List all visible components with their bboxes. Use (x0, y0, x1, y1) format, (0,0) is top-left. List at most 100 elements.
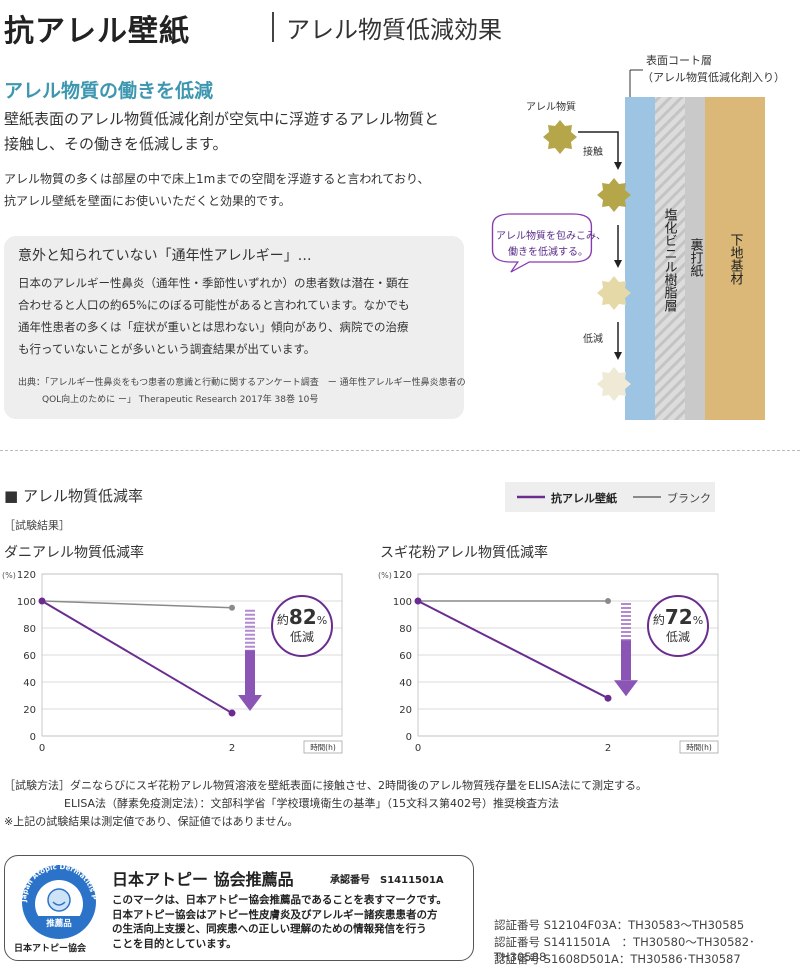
association-name: 日本アトピー協会 (14, 944, 87, 954)
y-tick-label: 20 (399, 705, 412, 716)
badge-line: このマークは、日本アトピー協会推薦品であることを表すマークです。 (112, 894, 447, 906)
data-point-product (414, 597, 422, 605)
y-tick-label: 80 (23, 624, 36, 635)
x-unit-label: 時間(h) (686, 743, 712, 752)
backing-layer (685, 97, 705, 420)
series-line-blank (41, 600, 233, 609)
backing-layer-label: 裏打紙 (688, 238, 704, 278)
x-tick-label: 0 (415, 743, 421, 754)
approval-number: 承認番号 S1411501A (330, 875, 444, 886)
reduction-arrow-head (614, 680, 638, 697)
method-note-elisa: ELISA法（酵素免疫測定法）：文部科学省「学校環境衛生の基準」（15文科ス第4… (64, 797, 560, 810)
info-box-title: 意外と知られていない「通年性アレルギー」… (18, 248, 312, 264)
badge-line: ことを目的としています。 (112, 937, 237, 950)
source-line: QOL向上のために ー」 Therapeutic Research 2017年 … (42, 395, 319, 405)
page-subtitle: アレル物質低減効果 (286, 16, 502, 44)
cert-number: 認証番号 S1411501A ：TH30580〜TH30582･TH30588 (494, 935, 755, 964)
lead-line: 壁紙表面のアレル物質低減化剤が空気中に浮遊するアレル物質と (4, 110, 440, 128)
reduction-arrow-head (238, 695, 262, 712)
coat-layer (625, 97, 655, 420)
seal-ribbon (34, 916, 84, 929)
y-tick-label: 120 (393, 570, 412, 581)
y-unit-label: (%) (378, 571, 392, 580)
reduction-caption: 低減 (666, 629, 690, 644)
method-note: ［試験方法］ダニならびにスギ花粉アレル物質溶液を壁紙表面に接触させ、2時間後のア… (4, 779, 648, 792)
x-tick-label: 0 (39, 743, 45, 754)
chart-cedar: 0 20 40 60 80 100 120(%) 0 2 時間(h) 約72%低減 (378, 570, 719, 754)
info-box-body: 日本のアレルギー性鼻炎（通年性・季節性いずれか）の患者数は潜在・顕在 合わせると… (18, 272, 458, 360)
disclaimer-note: ※上記の試験結果は測定値であり、保証値ではありません。 (4, 815, 299, 828)
y-tick-label: 100 (17, 597, 36, 608)
reduction-badge (647, 595, 709, 657)
legend-label-product: 抗アレル壁紙 (551, 492, 617, 505)
x-unit-label: 時間(h) (310, 743, 336, 752)
vinyl-layer-label: 塩化ビニル樹脂層 (662, 208, 678, 313)
wallpaper-layer-diagram: 表面コート層 （アレル物質低減化剤入り） 塩化ビニル樹脂層 裏打紙 下地基材 ア… (491, 53, 785, 420)
cert-number: 認証番号 S12104F03A：TH30583〜TH30585 (494, 918, 745, 932)
chart-title: ダニアレル物質低減率 (4, 545, 144, 561)
base-layer-label: 下地基材 (728, 233, 744, 285)
reduction-arrow-stripe (245, 621, 255, 624)
contact-label: 接触 (583, 145, 603, 158)
reduction-arrow-stripe (245, 641, 255, 644)
recommendation-title: 日本アトピー 協会推薦品 (112, 870, 294, 889)
seal-ribbon-text: 推薦品 (46, 918, 72, 929)
allergen-particle-2 (597, 178, 631, 212)
plot-frame (417, 573, 719, 737)
y-unit-label: (%) (2, 571, 16, 580)
speech-bubble (491, 213, 593, 273)
reduction-arrow-stripe (621, 611, 631, 613)
bubble-line: アレル物質を包みこみ、 (496, 229, 606, 242)
test-results-label: ［試験結果］ (4, 519, 70, 532)
lead-line: 接触し、その働きを低減します。 (4, 135, 228, 153)
cert-number: 認証番号 S1608D501A：TH30586･TH30587 (494, 952, 741, 966)
info-box (4, 236, 464, 419)
reduction-arrow-stripe (245, 613, 255, 616)
allergen-particle-4 (597, 367, 631, 401)
chart-title: スギ花粉アレル物質低減率 (380, 545, 548, 561)
reduction-arrow-stripe (245, 609, 255, 612)
chart-mite: 0 20 40 60 80 100 120(%) 0 2 時間(h) 約82%低減 (2, 570, 343, 754)
y-tick-label: 40 (399, 678, 412, 689)
legend-label-blank: ブランク (667, 492, 711, 505)
reduction-arrow-shaft (245, 650, 255, 696)
chart-section-heading: ■ アレル物質低減率 (4, 487, 143, 505)
series-line-product (417, 600, 609, 700)
bubble-line: 働きを低減する。 (508, 245, 588, 258)
info-line: 通年性患者の多くは「症状が重いとは思わない」傾向があり、病院での治療 (18, 320, 409, 334)
data-point-blank (605, 598, 611, 604)
smile-face-icon (47, 888, 71, 912)
y-tick-label: 0 (30, 732, 36, 743)
info-line: 合わせると人口の約65%にのぼる可能性があると言われています。なかでも (18, 298, 410, 312)
reduction-arrow-stripe (621, 607, 631, 609)
contact-arrow (578, 131, 619, 162)
x-tick-label: 2 (229, 743, 235, 754)
reduction-arrow-stripe (621, 603, 631, 605)
plot-frame (41, 573, 343, 737)
reduction-arrow-stripe (245, 629, 255, 632)
badge-line: 日本アトピー協会はアトピー性皮膚炎及びアレルギー諸疾患患者の方 (112, 908, 438, 921)
reduce-label: 低減 (583, 332, 603, 345)
page-title: 抗アレル壁紙 (4, 14, 190, 49)
atopy-association-seal: Japan Atopic Dermatitis Patients Associa… (16, 860, 98, 939)
x-unit-box (303, 740, 343, 754)
y-tick-label: 20 (23, 705, 36, 716)
reduction-arrow-stripe (621, 615, 631, 617)
reduction-value-label: 約82% (277, 605, 327, 629)
coat-layer-label: 表面コート層 (646, 53, 712, 67)
x-tick-label: 2 (605, 743, 611, 754)
source-line: 出典：「アレルギー性鼻炎をもつ患者の意識と行動に関するアンケート調査 ー 通年性… (18, 378, 466, 388)
section-heading: アレル物質の働きを低減 (4, 80, 214, 102)
y-tick-label: 60 (23, 651, 36, 662)
data-point-product (604, 694, 612, 702)
title-divider (272, 12, 274, 42)
lead-text: 壁紙表面のアレル物質低減化剤が空気中に浮遊するアレル物質と 接触し、その働きを低… (4, 107, 474, 157)
info-line: も行っていないことが多いという調査結果が出ています。 (18, 342, 316, 356)
y-tick-label: 80 (399, 624, 412, 635)
reduction-arrow-shaft (621, 640, 631, 681)
vinyl-layer (655, 97, 685, 420)
chart-legend: 抗アレル壁紙 ブランク (505, 482, 715, 512)
x-unit-box (679, 740, 719, 754)
reduction-arrow-stripe (621, 623, 631, 625)
coat-layer-sublabel: （アレル物質低減化剤入り） (642, 70, 785, 84)
